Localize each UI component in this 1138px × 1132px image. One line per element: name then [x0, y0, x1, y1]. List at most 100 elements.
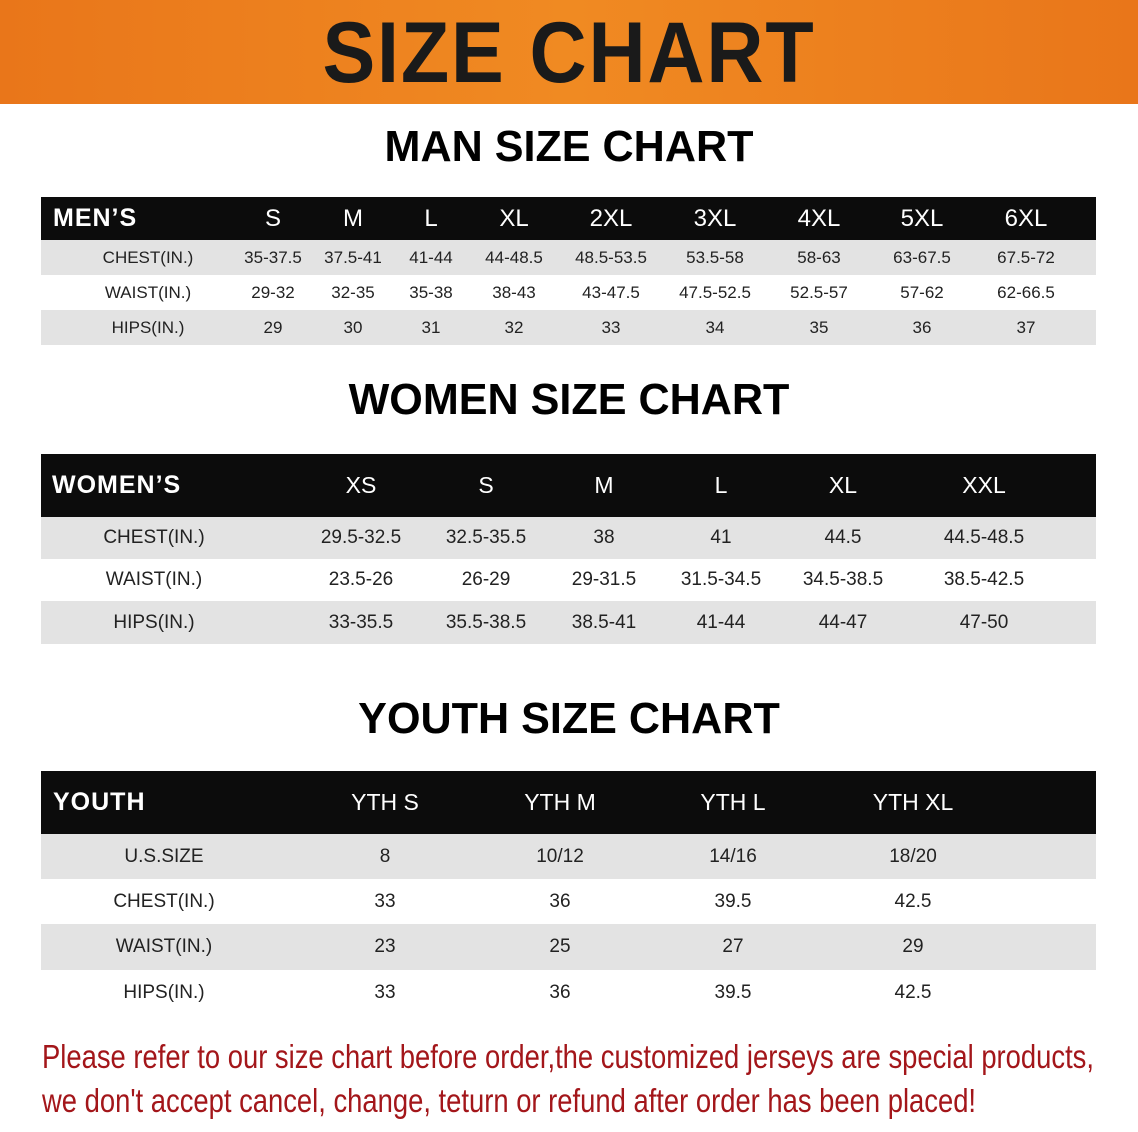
size-header-cell: YTH S	[351, 789, 419, 815]
table-cell: 29-31.5	[571, 569, 637, 590]
table-cell: 35-37.5	[244, 247, 302, 267]
table-cell: 67.5-72	[997, 247, 1055, 267]
table-title-cell: WOMEN’S	[52, 471, 182, 499]
table-cell: 34	[705, 317, 725, 337]
table-cell: 52.5-57	[790, 282, 848, 302]
table-header-row: MEN’S S M L XL 2XL 3XL 4XL 5XL 6XL	[41, 197, 1096, 240]
table-cell: 39.5	[714, 981, 752, 1003]
table-cell: 37	[1016, 317, 1036, 337]
table-cell: 39.5	[714, 890, 752, 912]
table-row: HIPS(IN.) 29 30 31 32 33 34 35 36 37	[41, 310, 1096, 345]
banner-title: SIZE CHART	[322, 5, 816, 101]
table-row: WAIST(IN.) 23 25 27 29	[41, 924, 1096, 970]
banner: SIZE CHART	[0, 0, 1138, 104]
measurement-label: U.S.SIZE	[124, 845, 204, 867]
table-cell: 48.5-53.5	[575, 247, 647, 267]
table-cell: 32	[504, 317, 524, 337]
table-cell: 37.5-41	[324, 247, 382, 267]
size-header-cell: M	[594, 472, 614, 498]
table-cell: 35.5-38.5	[445, 611, 527, 633]
table-row: HIPS(IN.) 33-35.5 35.5-38.5 38.5-41 41-44 44-…	[41, 601, 1096, 644]
table-cell: 38	[593, 527, 615, 548]
table-cell: 36	[549, 981, 571, 1003]
measurement-label: CHEST(IN.)	[103, 527, 205, 548]
size-header-cell: S	[478, 472, 494, 498]
table-cell: 38-43	[492, 282, 536, 302]
table-cell: 29	[902, 936, 924, 957]
size-header-cell: 3XL	[693, 204, 737, 232]
table-cell: 23	[374, 936, 396, 957]
men-section-title: MAN SIZE CHART	[384, 122, 754, 171]
measurement-label: HIPS(IN.)	[111, 317, 185, 337]
measurement-label: CHEST(IN.)	[113, 890, 215, 912]
size-header-cell: XXL	[962, 472, 1006, 498]
table-cell: 44-48.5	[485, 247, 543, 267]
size-header-cell: 2XL	[589, 204, 633, 232]
table-cell: 32.5-35.5	[445, 527, 527, 548]
table-row: HIPS(IN.) 33 36 39.5 42.5	[41, 970, 1096, 1015]
table-cell: 47.5-52.5	[679, 282, 751, 302]
measurement-label: WAIST(IN.)	[115, 936, 213, 957]
size-header-cell: L	[714, 472, 728, 498]
table-cell: 29	[263, 317, 283, 337]
table-cell: 29-32	[251, 282, 295, 302]
table-cell: 35	[809, 317, 829, 337]
table-row: WAIST(IN.) 23.5-26 26-29 29-31.5 31.5-34.5 34…	[41, 559, 1096, 601]
table-cell: 47-50	[959, 611, 1009, 633]
size-header-cell: L	[424, 204, 438, 232]
table-cell: 38.5-41	[571, 611, 637, 633]
size-header-cell: YTH XL	[872, 789, 954, 815]
table-cell: 43-47.5	[582, 282, 640, 302]
size-header-cell: XS	[345, 472, 377, 498]
table-cell: 44.5-48.5	[943, 527, 1025, 548]
table-title-cell: MEN’S	[53, 204, 138, 232]
table-row: CHEST(IN.) 33 36 39.5 42.5	[41, 879, 1096, 924]
table-cell: 25	[549, 936, 571, 957]
table-row: CHEST(IN.) 29.5-32.5 32.5-35.5 38 41 44.5 44.5…	[41, 517, 1096, 559]
table-cell: 8	[379, 845, 391, 867]
measurement-label: HIPS(IN.)	[113, 611, 195, 633]
table-cell: 34.5-38.5	[802, 569, 884, 590]
table-cell: 26-29	[461, 569, 511, 590]
size-header-cell: XL	[499, 204, 529, 232]
table-row: WAIST(IN.) 29-32 32-35 35-38 38-43 43-47.5 47.…	[41, 275, 1096, 310]
size-header-cell: YTH M	[524, 789, 596, 815]
table-cell: 18/20	[889, 845, 937, 867]
table-cell: 57-62	[900, 282, 944, 302]
youth-section-title: YOUTH SIZE CHART	[358, 694, 780, 743]
table-cell: 31.5-34.5	[680, 569, 762, 590]
measurement-label: CHEST(IN.)	[102, 247, 194, 267]
table-cell: 33	[374, 981, 396, 1003]
table-cell: 35-38	[409, 282, 453, 302]
table-cell: 44.5	[824, 527, 862, 548]
table-cell: 38.5-42.5	[943, 569, 1025, 590]
table-header-row: WOMEN’S XS S M L XL XXL	[41, 454, 1096, 517]
table-row: CHEST(IN.) 35-37.5 37.5-41 41-44 44-48.5 48.5…	[41, 240, 1096, 275]
table-cell: 27	[722, 936, 744, 957]
table-cell: 36	[549, 890, 571, 912]
table-cell: 30	[343, 317, 363, 337]
table-cell: 14/16	[709, 845, 757, 867]
measurement-label: WAIST(IN.)	[105, 569, 203, 590]
table-cell: 10/12	[536, 845, 584, 867]
table-title-cell: YOUTH	[53, 788, 146, 816]
policy-note-line-2: we don't accept cancel, change, teturn o…	[42, 1082, 977, 1119]
table-cell: 33	[374, 890, 396, 912]
table-cell: 58-63	[797, 247, 841, 267]
size-header-cell: 5XL	[900, 204, 944, 232]
size-header-cell: M	[343, 204, 363, 232]
table-cell: 42.5	[894, 981, 932, 1003]
size-header-cell: S	[264, 204, 282, 232]
measurement-label: HIPS(IN.)	[123, 981, 205, 1003]
size-header-cell: YTH L	[700, 789, 766, 815]
table-cell: 32-35	[331, 282, 375, 302]
size-header-cell: XL	[828, 472, 858, 498]
table-cell: 23.5-26	[328, 569, 394, 590]
size-header-cell: 6XL	[1004, 204, 1048, 232]
table-cell: 41-44	[409, 247, 453, 267]
table-cell: 29.5-32.5	[320, 527, 402, 548]
policy-note-line-1: Please refer to our size chart before or…	[42, 1038, 1094, 1075]
table-cell: 42.5	[894, 890, 932, 912]
table-cell: 41-44	[696, 611, 746, 633]
table-cell: 33-35.5	[328, 611, 394, 633]
